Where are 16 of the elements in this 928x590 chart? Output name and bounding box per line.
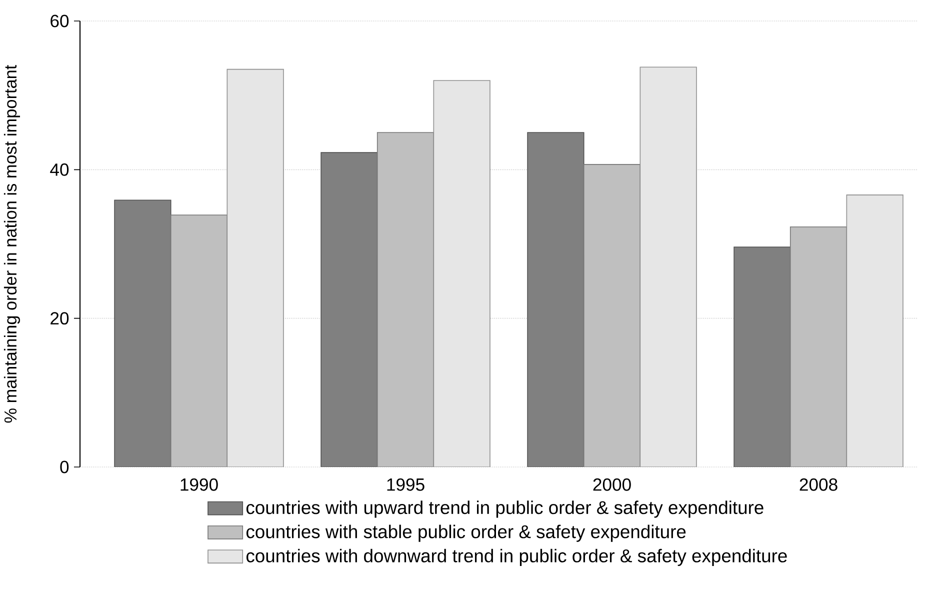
bar (640, 66, 697, 467)
x-tick-label: 1990 (180, 478, 218, 491)
bar (226, 68, 284, 467)
x-tick-label: 1995 (387, 478, 424, 491)
y-tick-label: 40 (50, 163, 69, 176)
x-tick-label: 2000 (593, 478, 631, 491)
bar (433, 80, 490, 467)
legend-label: countries with upward trend in public order & safety expenditure (246, 500, 764, 518)
y-axis-title: % maintaining order in nation is most important (4, 64, 20, 423)
legend-label: countries with downward trend in public order & safety expenditure (246, 548, 787, 566)
y-tick-label: 0 (60, 460, 69, 474)
y-tick-label: 60 (50, 14, 69, 28)
bar (846, 194, 904, 467)
legend-label: countries with stable public order & safety expenditure (246, 524, 686, 542)
y-tick-label: 20 (50, 312, 69, 325)
x-tick-label: 2008 (800, 478, 838, 491)
